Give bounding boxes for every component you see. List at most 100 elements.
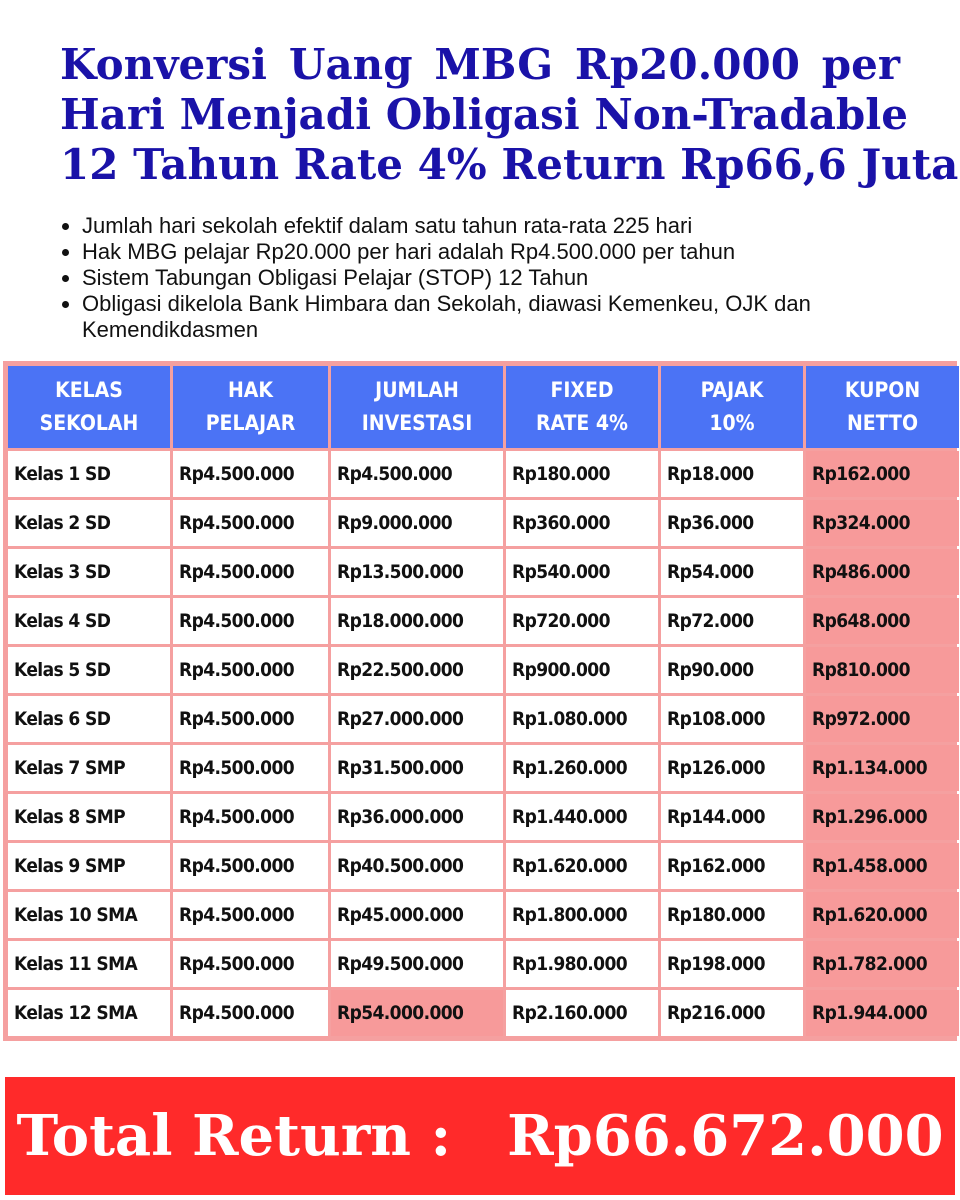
table-cell: Rp900.000 <box>506 647 658 693</box>
table-cell: Rp144.000 <box>661 794 803 840</box>
bond-table: KELAS SEKOLAH HAK PELAJAR JUMLAH INVESTASI FIX… <box>5 363 960 1039</box>
column-header-text: PAJAK <box>700 378 764 402</box>
table-cell: Rp4.500.000 <box>173 941 328 987</box>
table-cell: Rp36.000 <box>661 500 803 546</box>
table-cell: Rp162.000 <box>661 843 803 889</box>
table-cell: Kelas 7 SMP <box>8 745 170 791</box>
column-header-text: FIXED <box>550 378 614 402</box>
table-cell: Rp216.000 <box>661 990 803 1036</box>
table-cell: Rp198.000 <box>661 941 803 987</box>
table-cell: Kelas 2 SD <box>8 500 170 546</box>
table-cell: Rp648.000 <box>806 598 959 644</box>
table-row: Kelas 7 SMP Rp4.500.000 Rp31.500.000 Rp1.26… <box>8 745 959 791</box>
table-cell: Kelas 11 SMA <box>8 941 170 987</box>
table-cell: Rp40.500.000 <box>331 843 503 889</box>
page-title: Konversi Uang MBG Rp20.000 per Hari Menj… <box>60 40 959 190</box>
table-cell: Rp1.134.000 <box>806 745 959 791</box>
table-cell: Rp4.500.000 <box>173 892 328 938</box>
table-cell: Rp49.500.000 <box>331 941 503 987</box>
table-cell: Rp1.440.000 <box>506 794 658 840</box>
title-line: 12 Tahun Rate 4% Return Rp66,6 Juta <box>60 140 959 189</box>
table-row: Kelas 12 SMA Rp4.500.000 Rp54.000.000 Rp2.1… <box>8 990 959 1036</box>
table-cell: Rp45.000.000 <box>331 892 503 938</box>
table-cell: Kelas 8 SMP <box>8 794 170 840</box>
table-cell: Rp1.296.000 <box>806 794 959 840</box>
table-cell: Kelas 10 SMA <box>8 892 170 938</box>
table-cell: Rp4.500.000 <box>173 500 328 546</box>
column-header: PAJAK 10% <box>661 366 803 448</box>
table-body: Kelas 1 SD Rp4.500.000 Rp4.500.000 Rp180.00… <box>8 451 959 1036</box>
table-cell: Rp540.000 <box>506 549 658 595</box>
table-cell: Kelas 12 SMA <box>8 990 170 1036</box>
table-cell: Rp180.000 <box>661 892 803 938</box>
table-cell: Rp1.620.000 <box>806 892 959 938</box>
table-cell: Rp972.000 <box>806 696 959 742</box>
column-header-text: SEKOLAH <box>39 411 139 435</box>
table-cell: Rp18.000 <box>661 451 803 497</box>
table-cell: Rp36.000.000 <box>331 794 503 840</box>
table-cell: Rp1.260.000 <box>506 745 658 791</box>
column-header-text: 10% <box>709 411 755 435</box>
table-cell: Rp4.500.000 <box>173 451 328 497</box>
column-header: FIXED RATE 4% <box>506 366 658 448</box>
table-row: Kelas 5 SD Rp4.500.000 Rp22.500.000 Rp900.0… <box>8 647 959 693</box>
table-cell: Rp360.000 <box>506 500 658 546</box>
table-cell: Kelas 3 SD <box>8 549 170 595</box>
table-cell: Rp4.500.000 <box>173 843 328 889</box>
column-header-text: KUPON <box>844 378 921 402</box>
table-cell: Rp90.000 <box>661 647 803 693</box>
table-cell: Rp4.500.000 <box>331 451 503 497</box>
table-cell: Rp22.500.000 <box>331 647 503 693</box>
bullet-item: Jumlah hari sekolah efektif dalam satu t… <box>82 213 942 239</box>
table-row: Kelas 4 SD Rp4.500.000 Rp18.000.000 Rp720.0… <box>8 598 959 644</box>
column-header-text: JUMLAH <box>375 378 459 402</box>
table-cell: Kelas 6 SD <box>8 696 170 742</box>
column-header-text: RATE 4% <box>536 411 628 435</box>
table-row: Kelas 8 SMP Rp4.500.000 Rp36.000.000 Rp1.44… <box>8 794 959 840</box>
table-cell: Rp31.500.000 <box>331 745 503 791</box>
table-cell: Rp9.000.000 <box>331 500 503 546</box>
table-row: Kelas 10 SMA Rp4.500.000 Rp45.000.000 Rp1.8… <box>8 892 959 938</box>
table-cell: Kelas 5 SD <box>8 647 170 693</box>
table-cell: Kelas 1 SD <box>8 451 170 497</box>
table-row: Kelas 2 SD Rp4.500.000 Rp9.000.000 Rp360.00… <box>8 500 959 546</box>
table-cell: Rp810.000 <box>806 647 959 693</box>
table-row: Kelas 3 SD Rp4.500.000 Rp13.500.000 Rp540.0… <box>8 549 959 595</box>
table-cell: Rp720.000 <box>506 598 658 644</box>
title-line: Hari Menjadi Obligasi Non-Tradable <box>60 90 908 139</box>
column-header-text: PELAJAR <box>205 411 296 435</box>
table-cell: Rp1.980.000 <box>506 941 658 987</box>
table-row: Kelas 9 SMP Rp4.500.000 Rp40.500.000 Rp1.62… <box>8 843 959 889</box>
table-cell: Rp1.620.000 <box>506 843 658 889</box>
column-header-text: NETTO <box>846 411 919 435</box>
total-return-value: Rp66.672.000 <box>507 1103 944 1169</box>
total-return-banner: Total Return : Rp66.672.000 <box>5 1077 955 1195</box>
bullet-item: Obligasi dikelola Bank Himbara dan Sekol… <box>82 291 942 343</box>
table-cell: Rp27.000.000 <box>331 696 503 742</box>
table-cell: Rp1.080.000 <box>506 696 658 742</box>
table-cell: Rp4.500.000 <box>173 598 328 644</box>
table-cell: Rp4.500.000 <box>173 745 328 791</box>
table-cell: Rp4.500.000 <box>173 647 328 693</box>
column-header-text: INVESTASI <box>361 411 473 435</box>
table-cell: Rp180.000 <box>506 451 658 497</box>
bond-table-container: KELAS SEKOLAH HAK PELAJAR JUMLAH INVESTASI FIX… <box>3 361 960 1041</box>
table-row: Kelas 11 SMA Rp4.500.000 Rp49.500.000 Rp1.9… <box>8 941 959 987</box>
table-cell: Kelas 4 SD <box>8 598 170 644</box>
total-return-label: Total Return : <box>16 1103 452 1169</box>
table-cell: Rp108.000 <box>661 696 803 742</box>
table-row: Kelas 1 SD Rp4.500.000 Rp4.500.000 Rp180.00… <box>8 451 959 497</box>
table-cell: Rp4.500.000 <box>173 696 328 742</box>
table-cell: Rp18.000.000 <box>331 598 503 644</box>
table-row: Kelas 6 SD Rp4.500.000 Rp27.000.000 Rp1.080… <box>8 696 959 742</box>
table-header-row: KELAS SEKOLAH HAK PELAJAR JUMLAH INVESTASI FIX… <box>8 366 959 448</box>
column-header: JUMLAH INVESTASI <box>331 366 503 448</box>
table-cell: Rp1.458.000 <box>806 843 959 889</box>
table-cell: Rp54.000 <box>661 549 803 595</box>
table-cell: Rp54.000.000 <box>331 990 503 1036</box>
column-header-text: KELAS <box>55 378 123 402</box>
title-line: Konversi Uang MBG Rp20.000 per <box>60 40 900 89</box>
table-cell: Rp1.800.000 <box>506 892 658 938</box>
table-cell: Rp486.000 <box>806 549 959 595</box>
info-bullet-list: Jumlah hari sekolah efektif dalam satu t… <box>60 213 942 343</box>
